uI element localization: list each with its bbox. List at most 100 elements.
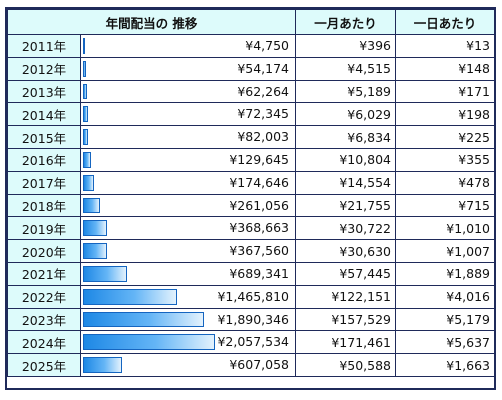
annual-dividend-value: ¥1,890,346	[217, 311, 290, 327]
dividend-table: 年間配当の 推移 一月あたり 一日あたり 2011年 ¥4,750 ¥396 ¥13 2…	[6, 9, 496, 377]
per-day-cell: ¥1,663	[395, 353, 496, 377]
annual-dividend-value: ¥72,345	[237, 106, 290, 122]
per-day-cell: ¥355	[395, 147, 496, 172]
per-day-cell: ¥5,179	[395, 307, 496, 332]
year-cell: 2021年	[7, 261, 81, 286]
year-cell: 2014年	[7, 102, 81, 127]
annual-dividend-cell: ¥174,646	[79, 170, 297, 195]
year-cell: 2024年	[7, 330, 81, 355]
per-month-cell: ¥5,189	[295, 79, 397, 104]
annual-dividend-value: ¥368,663	[229, 220, 290, 236]
per-month-cell: ¥6,834	[295, 125, 397, 149]
header-annual-trend: 年間配当の 推移	[6, 9, 297, 35]
annual-dividend-cell: ¥2,057,534	[79, 330, 297, 355]
annual-dividend-cell: ¥129,645	[79, 147, 297, 172]
year-cell: 2017年	[7, 170, 81, 195]
annual-dividend-cell: ¥72,345	[79, 102, 297, 127]
annual-dividend-cell: ¥368,663	[79, 216, 297, 241]
table-row: 2017年 ¥174,646 ¥14,554 ¥478	[7, 170, 496, 195]
annual-dividend-value: ¥62,264	[237, 83, 290, 99]
per-day-cell: ¥198	[395, 102, 496, 127]
per-month-cell: ¥21,755	[295, 193, 397, 218]
annual-dividend-cell: ¥367,560	[79, 239, 297, 263]
data-bar	[83, 197, 100, 214]
table-body: 2011年 ¥4,750 ¥396 ¥13 2012年 ¥54,174 ¥4,515 ¥148…	[7, 34, 496, 377]
data-bar	[83, 311, 204, 328]
annual-dividend-value: ¥689,341	[229, 265, 290, 281]
per-month-cell: ¥50,588	[295, 353, 397, 377]
data-bar	[83, 129, 88, 145]
data-bar	[83, 288, 177, 305]
data-bar	[83, 151, 91, 168]
annual-dividend-cell: ¥82,003	[79, 125, 297, 149]
annual-dividend-cell: ¥4,750	[79, 34, 297, 58]
year-cell: 2015年	[7, 125, 81, 149]
table-row: 2015年 ¥82,003 ¥6,834 ¥225	[7, 125, 496, 149]
year-cell: 2020年	[7, 239, 81, 263]
annual-dividend-value: ¥54,174	[237, 60, 290, 76]
data-bar	[83, 334, 215, 351]
data-bar	[83, 243, 107, 259]
annual-dividend-value: ¥129,645	[229, 151, 290, 167]
per-day-cell: ¥148	[395, 56, 496, 81]
table-row: 2016年 ¥129,645 ¥10,804 ¥355	[7, 147, 496, 172]
table-row: 2023年 ¥1,890,346 ¥157,529 ¥5,179	[7, 307, 496, 332]
per-month-cell: ¥4,515	[295, 56, 397, 81]
per-month-cell: ¥30,722	[295, 216, 397, 241]
table-row: 2012年 ¥54,174 ¥4,515 ¥148	[7, 56, 496, 81]
per-month-cell: ¥10,804	[295, 147, 397, 172]
annual-dividend-cell: ¥1,890,346	[79, 307, 297, 332]
per-month-cell: ¥14,554	[295, 170, 397, 195]
per-day-cell: ¥5,637	[395, 330, 496, 355]
year-cell: 2019年	[7, 216, 81, 241]
data-bar	[83, 60, 86, 77]
per-month-cell: ¥57,445	[295, 261, 397, 286]
annual-dividend-value: ¥2,057,534	[217, 334, 290, 350]
dividend-table-frame: 年間配当の 推移 一月あたり 一日あたり 2011年 ¥4,750 ¥396 ¥13 2…	[5, 7, 496, 390]
annual-dividend-value: ¥1,465,810	[217, 288, 290, 304]
year-cell: 2016年	[7, 147, 81, 172]
annual-dividend-value: ¥82,003	[237, 129, 290, 145]
data-bar	[83, 38, 85, 54]
header-row: 年間配当の 推移 一月あたり 一日あたり	[6, 9, 496, 35]
data-bar	[83, 83, 87, 100]
per-month-cell: ¥122,151	[295, 284, 397, 309]
data-bar	[83, 357, 122, 373]
annual-dividend-value: ¥367,560	[229, 243, 290, 259]
per-month-cell: ¥6,029	[295, 102, 397, 127]
annual-dividend-cell: ¥1,465,810	[79, 284, 297, 309]
annual-dividend-cell: ¥689,341	[79, 261, 297, 286]
header-per-month: 一月あたり	[295, 9, 397, 35]
table-row: 2024年 ¥2,057,534 ¥171,461 ¥5,637	[7, 330, 496, 355]
year-cell: 2011年	[7, 34, 81, 58]
year-cell: 2025年	[7, 353, 81, 377]
annual-dividend-cell: ¥607,058	[79, 353, 297, 377]
table-row: 2011年 ¥4,750 ¥396 ¥13	[7, 34, 496, 58]
table-row: 2022年 ¥1,465,810 ¥122,151 ¥4,016	[7, 284, 496, 309]
per-day-cell: ¥1,889	[395, 261, 496, 286]
table-row: 2019年 ¥368,663 ¥30,722 ¥1,010	[7, 216, 496, 241]
data-bar	[83, 106, 88, 123]
per-day-cell: ¥171	[395, 79, 496, 104]
year-cell: 2012年	[7, 56, 81, 81]
per-day-cell: ¥1,010	[395, 216, 496, 241]
annual-dividend-value: ¥607,058	[229, 357, 290, 373]
table-row: 2013年 ¥62,264 ¥5,189 ¥171	[7, 79, 496, 104]
header-per-day: 一日あたり	[395, 9, 496, 35]
per-day-cell: ¥478	[395, 170, 496, 195]
data-bar	[83, 265, 127, 282]
year-cell: 2018年	[7, 193, 81, 218]
per-day-cell: ¥225	[395, 125, 496, 149]
annual-dividend-cell: ¥62,264	[79, 79, 297, 104]
annual-dividend-value: ¥174,646	[229, 174, 290, 190]
year-cell: 2022年	[7, 284, 81, 309]
table-row: 2014年 ¥72,345 ¥6,029 ¥198	[7, 102, 496, 127]
annual-dividend-value: ¥261,056	[229, 197, 290, 213]
year-cell: 2023年	[7, 307, 81, 332]
per-month-cell: ¥30,630	[295, 239, 397, 263]
per-month-cell: ¥171,461	[295, 330, 397, 355]
per-month-cell: ¥396	[295, 34, 397, 58]
per-month-cell: ¥157,529	[295, 307, 397, 332]
data-bar	[83, 174, 94, 191]
year-cell: 2013年	[7, 79, 81, 104]
